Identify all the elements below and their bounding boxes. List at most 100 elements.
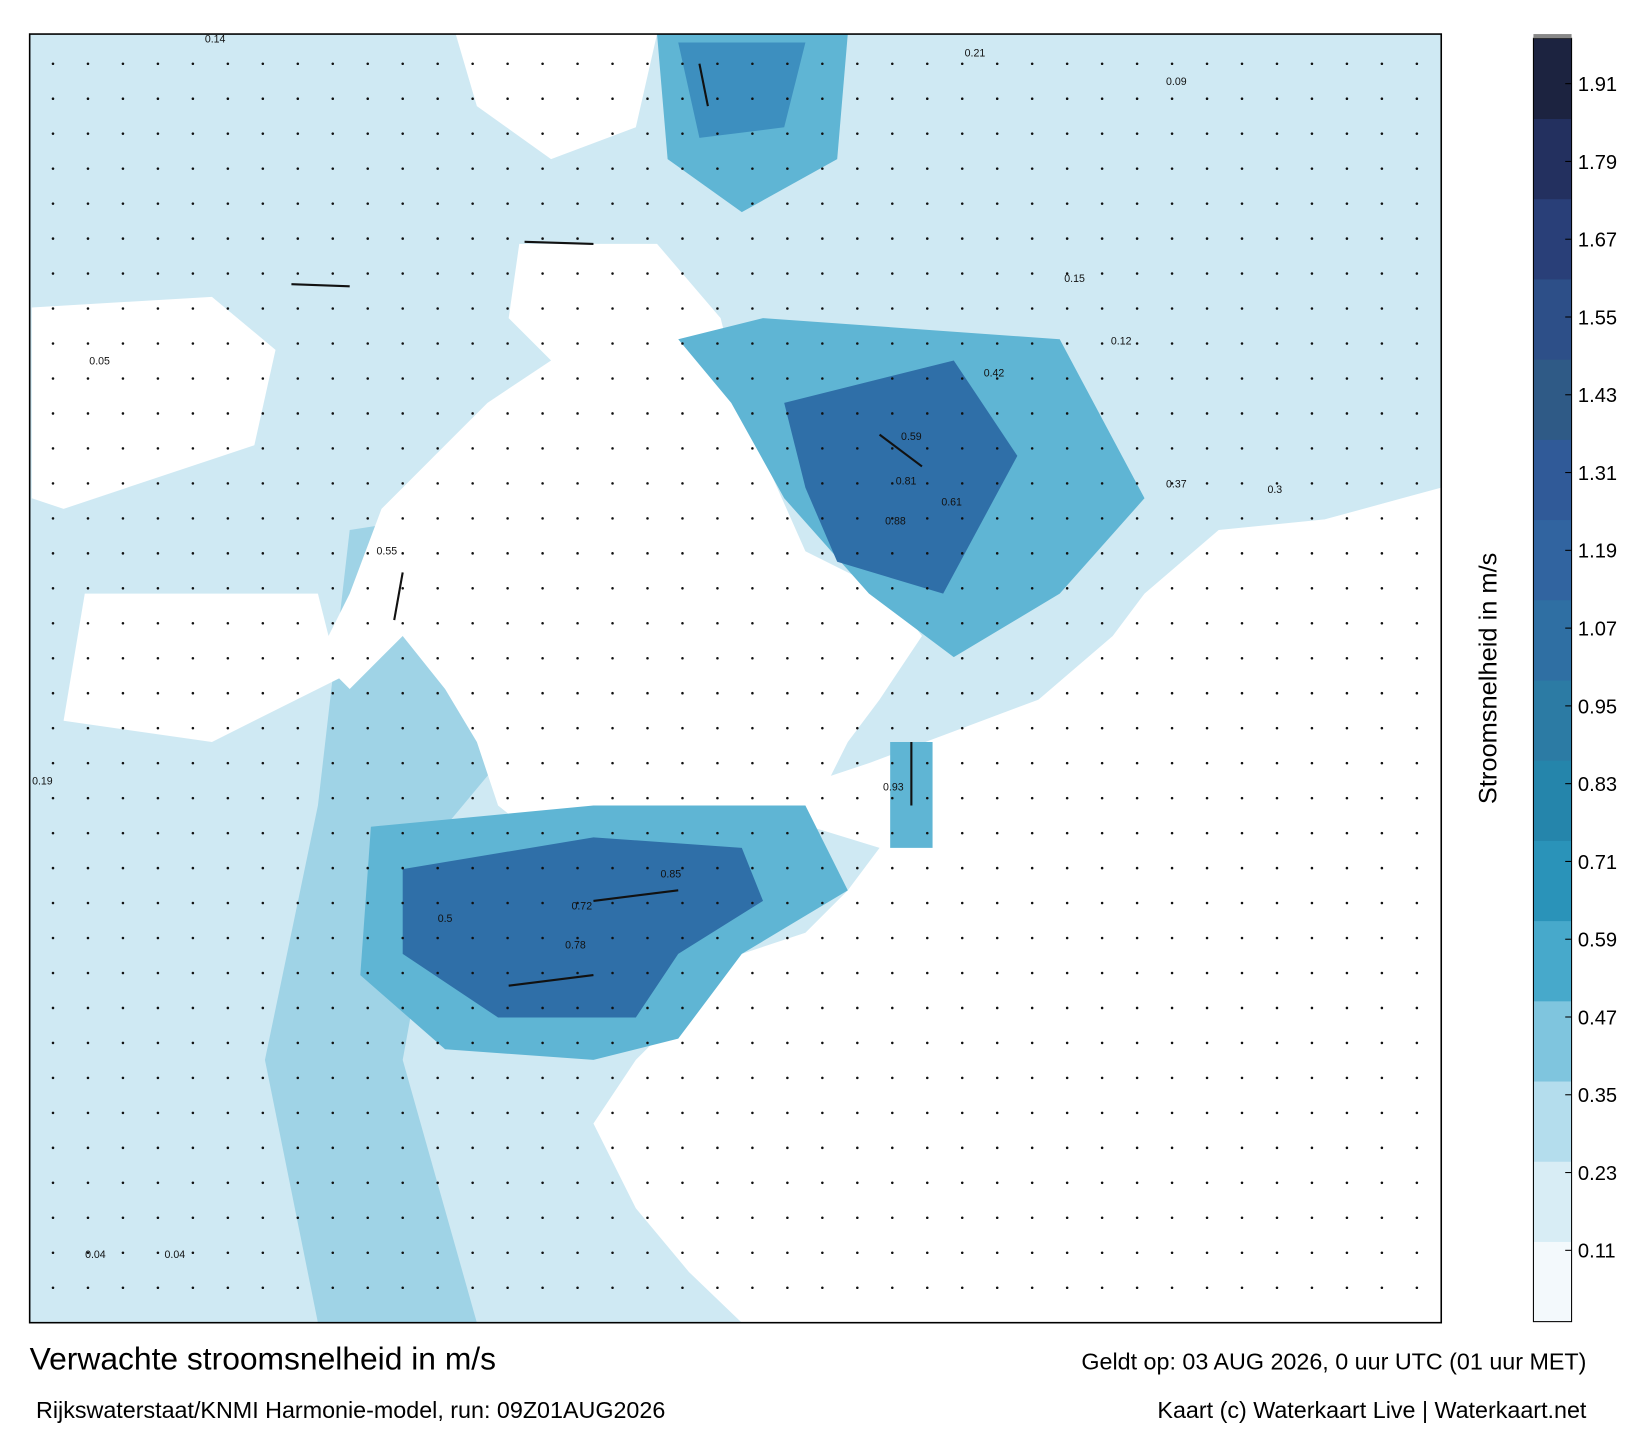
- vector-dot: [261, 202, 265, 205]
- vector-dot: [366, 342, 369, 345]
- vector-dot: [681, 726, 684, 730]
- vector-dot: [86, 971, 90, 975]
- vector-dot: [506, 132, 509, 135]
- value-label: 0.05: [89, 356, 110, 368]
- vector-dot: [541, 691, 544, 695]
- vector-dot: [1310, 691, 1314, 695]
- vector-dot: [471, 1286, 474, 1289]
- vector-dot: [261, 342, 265, 345]
- vector-dot: [856, 796, 859, 800]
- vector-dot: [401, 621, 404, 625]
- vector-dot: [51, 377, 55, 380]
- vector-dot: [226, 587, 230, 590]
- vector-dot: [611, 761, 614, 765]
- vector-dot: [716, 621, 719, 625]
- colorbar-band: [1533, 1081, 1572, 1162]
- vector-dot: [1100, 62, 1104, 65]
- vector-dot: [1380, 1146, 1384, 1150]
- vector-dot: [960, 1286, 964, 1289]
- vector-dot: [960, 1041, 964, 1045]
- vector-dot: [51, 691, 55, 695]
- vector-dot: [366, 901, 369, 905]
- vector-dot: [1030, 1041, 1034, 1045]
- vector-dot: [681, 1076, 684, 1080]
- vector-dot: [1170, 621, 1174, 625]
- vector-dot: [1275, 62, 1279, 65]
- vector-dot: [1240, 1251, 1244, 1255]
- vector-dot: [611, 412, 614, 415]
- vector-dot: [646, 1076, 649, 1080]
- vector-dot: [576, 552, 579, 555]
- vector-dot: [401, 132, 404, 135]
- value-label: 0.5: [438, 913, 453, 925]
- vector-dot: [786, 447, 789, 450]
- colorbar-band: [1533, 439, 1572, 521]
- vector-dot: [646, 62, 649, 65]
- vector-dot: [191, 62, 195, 65]
- vector-dot: [1065, 377, 1069, 380]
- vector-dot: [1100, 167, 1104, 170]
- vector-dot: [751, 237, 754, 240]
- vector-dot: [646, 132, 649, 135]
- vector-dot: [1345, 342, 1349, 345]
- vector-dot: [960, 621, 964, 625]
- vector-dot: [576, 656, 579, 660]
- vector-dot: [296, 1076, 300, 1080]
- vector-arrow: [593, 889, 679, 902]
- colorbar-tick-label: 1.79: [1578, 152, 1617, 174]
- vector-dot: [751, 482, 754, 485]
- vector-dot: [401, 726, 404, 730]
- vector-arrow: [524, 240, 594, 245]
- vector-dot: [506, 621, 509, 625]
- vector-dot: [191, 517, 195, 520]
- vector-dot: [611, 1041, 614, 1045]
- vector-dot: [960, 167, 964, 170]
- vector-dot: [226, 1251, 230, 1255]
- channel-deep: [402, 837, 764, 1018]
- vector-dot: [821, 656, 824, 660]
- vector-dot: [1345, 307, 1349, 310]
- vector-dot: [821, 272, 824, 275]
- vector-dot: [1205, 1286, 1209, 1289]
- vector-dot: [786, 656, 789, 660]
- vector-dot: [751, 1216, 754, 1220]
- vector-dot: [646, 1251, 649, 1255]
- vector-dot: [856, 202, 859, 205]
- vector-dot: [1100, 237, 1104, 240]
- vector-dot: [960, 517, 964, 520]
- vector-dot: [960, 97, 964, 100]
- vector-dot: [506, 1076, 509, 1080]
- vector-dot: [156, 621, 160, 625]
- vector-dot: [506, 202, 509, 205]
- vector-dot: [716, 1251, 719, 1255]
- value-label: 0.04: [165, 1249, 186, 1261]
- vector-dot: [1100, 761, 1104, 765]
- vector-dot: [366, 726, 369, 730]
- vector-dot: [436, 272, 439, 275]
- vector-dot: [1415, 1041, 1419, 1045]
- vector-dot: [1100, 1006, 1104, 1010]
- vector-dot: [436, 482, 439, 485]
- vector-dot: [1135, 1181, 1139, 1185]
- vector-dot: [331, 307, 335, 310]
- vector-dot: [716, 412, 719, 415]
- land: [455, 34, 658, 160]
- vector-dot: [786, 1286, 789, 1289]
- vector-dot: [856, 691, 859, 695]
- vector-dot: [1065, 167, 1069, 170]
- vector-dot: [925, 202, 929, 205]
- vector-dot: [1310, 796, 1314, 800]
- colorbar-band: [1533, 920, 1572, 1002]
- vector-dot: [1065, 342, 1069, 345]
- vector-dot: [156, 377, 160, 380]
- vector-dot: [366, 237, 369, 240]
- vector-dot: [51, 1146, 55, 1150]
- vector-dot: [1065, 831, 1069, 835]
- vector-dot: [1170, 552, 1174, 555]
- vector-dot: [1205, 62, 1209, 65]
- vector-dot: [366, 831, 369, 835]
- vector-dot: [121, 132, 125, 135]
- vector-dot: [541, 307, 544, 310]
- vector-dot: [1310, 342, 1314, 345]
- vector-dot: [436, 971, 439, 975]
